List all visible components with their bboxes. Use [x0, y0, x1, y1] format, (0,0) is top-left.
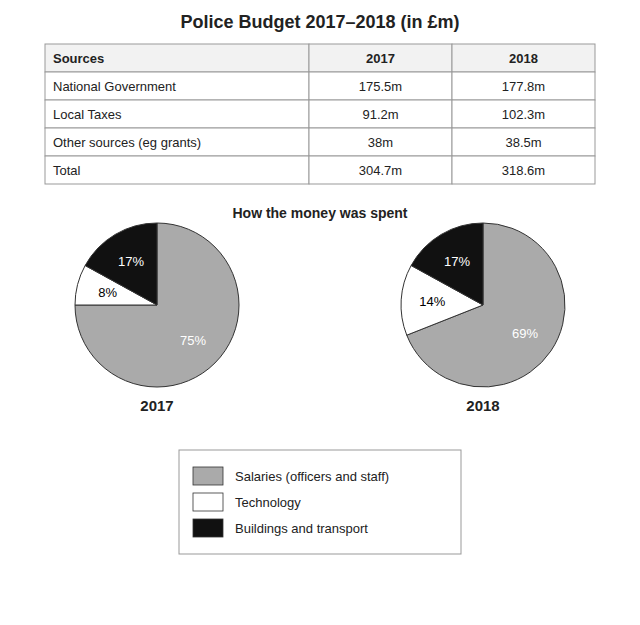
table-text: 175.5m [359, 79, 402, 94]
data-label: 17% [118, 254, 144, 269]
chart-container: Police Budget 2017–2018 (in £m) Sources 20… [0, 0, 640, 625]
table-cell [45, 128, 309, 156]
pie: Salaries (officers and staff)TechnologyB… [401, 223, 565, 387]
table-text: Total [53, 163, 81, 178]
legend-swatch [193, 493, 223, 511]
pie-slice: Buildings and transport [85, 223, 157, 305]
subtitle: How the money was spent [232, 205, 407, 221]
table-cell [452, 156, 595, 184]
table-text: 102.3m [502, 107, 545, 122]
pie-slice: Salaries (officers and staff) [407, 223, 565, 387]
table-header: 2017 [366, 51, 395, 66]
chart-svg: Police Budget 2017–2018 (in £m) Sources 20… [0, 0, 640, 625]
table-cell [309, 128, 452, 156]
chart-title: Police Budget 2017–2018 (in £m) [180, 12, 459, 32]
table-cell [452, 128, 595, 156]
table-header: 2018 [509, 51, 538, 66]
data-label: 8% [98, 285, 117, 300]
data-label: 17% [444, 254, 470, 269]
table-text: 318.6m [502, 163, 545, 178]
table-text: 38.5m [505, 135, 541, 150]
legend-swatch [193, 467, 223, 485]
data-label: 75% [180, 333, 206, 348]
data-label: 14% [419, 294, 445, 309]
legend-label: Buildings and transport [235, 521, 368, 536]
table-text: Local Taxes [53, 107, 122, 122]
table-header-cell [452, 44, 595, 72]
table-header: Sources [53, 51, 104, 66]
table-cell [309, 100, 452, 128]
table-cell [309, 72, 452, 100]
pie: Salaries (officers and staff)TechnologyB… [75, 223, 239, 387]
legend-label: Technology [235, 495, 301, 510]
legend: Salaries (officers and staff) Technology B… [179, 450, 461, 554]
table: Sources 2017 2018 National Government 175.5m… [45, 44, 595, 184]
pie-title: 2018 [466, 397, 499, 414]
table-cell [45, 156, 309, 184]
table-cell [452, 100, 595, 128]
table-header-cell [45, 44, 309, 72]
table-text: 177.8m [502, 79, 545, 94]
table-header-cell [309, 44, 452, 72]
table-text: 38m [368, 135, 393, 150]
table-cell [452, 72, 595, 100]
table-cell [309, 156, 452, 184]
legend-label: Salaries (officers and staff) [235, 469, 389, 484]
table-cell [45, 100, 309, 128]
table-text: Other sources (eg grants) [53, 135, 201, 150]
table-text: National Government [53, 79, 176, 94]
pie-slice: Salaries (officers and staff) [75, 223, 239, 387]
table-text: 91.2m [362, 107, 398, 122]
legend-box [179, 450, 461, 554]
pie-title: 2017 [140, 397, 173, 414]
table-text: 304.7m [359, 163, 402, 178]
pie-slice: Buildings and transport [411, 223, 483, 305]
data-label: 69% [512, 326, 538, 341]
table-cell [45, 72, 309, 100]
legend-swatch [193, 519, 223, 537]
